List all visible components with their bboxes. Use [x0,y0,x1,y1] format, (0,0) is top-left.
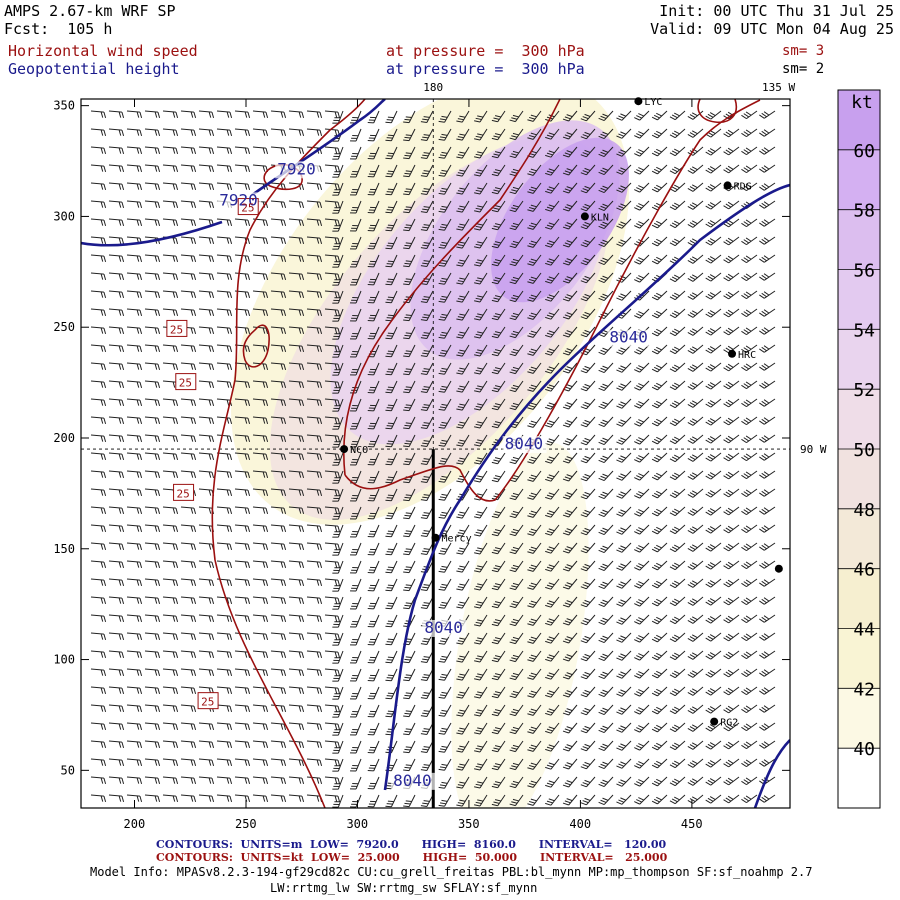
wind-speed-shading [491,137,629,303]
colorbar-swatch [838,90,880,150]
colorbar-swatch [838,449,880,509]
field-height-level: at pressure = 300 hPa [386,60,585,78]
meridian-east-label: 135 W [762,81,795,94]
x-tick-label: 300 [346,817,368,831]
colorbar-label: 54 [853,320,875,341]
colorbar-label: 44 [853,620,875,641]
y-tick-label: 200 [53,431,75,445]
height-contour-label: 8040 [424,618,463,637]
station-label: RG2 [720,718,738,729]
station-marker[interactable] [431,533,440,542]
wind-speed-shading [451,442,589,808]
field-wind-speed-name: Horizontal wind speed [8,42,198,60]
colorbar-label: 46 [853,560,875,581]
station-label: KLN [591,212,609,223]
colorbar-swatch [838,748,880,808]
field-wind-speed-smoothing: sm= 3 [782,43,825,59]
y-tick-label: 350 [53,99,75,113]
field-height-name: Geopotential height [8,60,180,78]
plot-frame [80,98,791,809]
colorbar-swatch [838,508,880,569]
x-tick-label: 450 [681,817,703,831]
station-marker[interactable] [728,349,737,358]
speed-contour-label: 25 [177,487,190,500]
height-contour-label: 8040 [393,771,432,790]
colorbar [837,89,881,809]
colorbar-swatch [838,209,880,270]
height-contour-label: 8040 [505,434,544,453]
station-label: NCO [350,445,368,456]
station-label: Mercy [442,534,472,545]
colorbar-swatch [838,329,880,390]
x-tick-label: 250 [235,817,257,831]
station-marker[interactable] [774,564,783,573]
colorbar-swatch [838,688,880,749]
height-contour-label: 7920 [219,190,258,209]
station-marker[interactable] [580,212,589,221]
plot-title: AMPS 2.67-km WRF SP [4,2,176,20]
colorbar-label: 42 [853,679,875,700]
colorbar-unit: kt [851,92,873,113]
station-marker[interactable] [723,181,732,190]
speed-contour-label: 25 [179,377,192,390]
colorbar-label: 56 [853,261,875,282]
forecast-hour: Fcst: 105 h [4,20,113,38]
colorbar-label: 58 [853,201,875,222]
meridian-label: 180 [423,81,443,94]
speed-contour-label: 25 [201,696,214,709]
y-tick-label: 300 [53,209,75,223]
parallel-label: 90 W [800,443,827,456]
y-tick-label: 50 [61,763,75,777]
field-wind-speed-level: at pressure = 300 hPa [386,42,585,60]
footer-model-info: Model Info: MPASv8.2.3-194-gf29cd82c CU:… [90,865,813,879]
x-tick-label: 350 [458,817,480,831]
colorbar-label: 40 [853,739,875,760]
footer-model-info-2: LW:rrtmg_lw SW:rrtmg_sw SFLAY:sf_mynn [270,881,538,895]
x-tick-label: 200 [124,817,146,831]
height-contour-label: 8040 [609,328,648,347]
footer-speed-contours: CONTOURS: UNITS=kt LOW= 25.000 HIGH= 50.… [156,851,668,864]
speed-contour-label: 25 [170,323,183,336]
plot-area [81,99,790,808]
y-tick-label: 150 [53,542,75,556]
colorbar-swatch [838,389,880,449]
station-label: LYC [644,97,662,108]
x-tick-label: 400 [569,817,591,831]
station-marker[interactable] [340,445,349,454]
y-tick-label: 100 [53,653,75,667]
colorbar-swatch [838,568,880,629]
y-tick-label: 250 [53,320,75,334]
colorbar-swatch [838,149,880,210]
colorbar-label: 50 [853,440,875,461]
station-label: RDG [734,181,752,192]
colorbar-swatch [838,269,880,330]
wind-barbs [90,110,776,808]
init-time: Init: 00 UTC Thu 31 Jul 25 [659,2,894,20]
height-contour-label: 7920 [277,159,316,178]
colorbar-swatch [838,628,880,689]
station-label: HRC [738,350,756,361]
field-height-smoothing: sm= 2 [782,61,825,77]
speed-contour-label: 25 [241,202,254,215]
height-contours [81,99,790,808]
footer-height-contours: CONTOURS: UNITS=m LOW= 7920.0 HIGH= 8160… [156,838,667,851]
colorbar-label: 60 [853,141,875,162]
colorbar-label: 52 [853,380,875,401]
colorbar-label: 48 [853,500,875,521]
valid-time: Valid: 09 UTC Mon 04 Aug 25 [650,20,894,38]
station-marker[interactable] [710,717,719,726]
